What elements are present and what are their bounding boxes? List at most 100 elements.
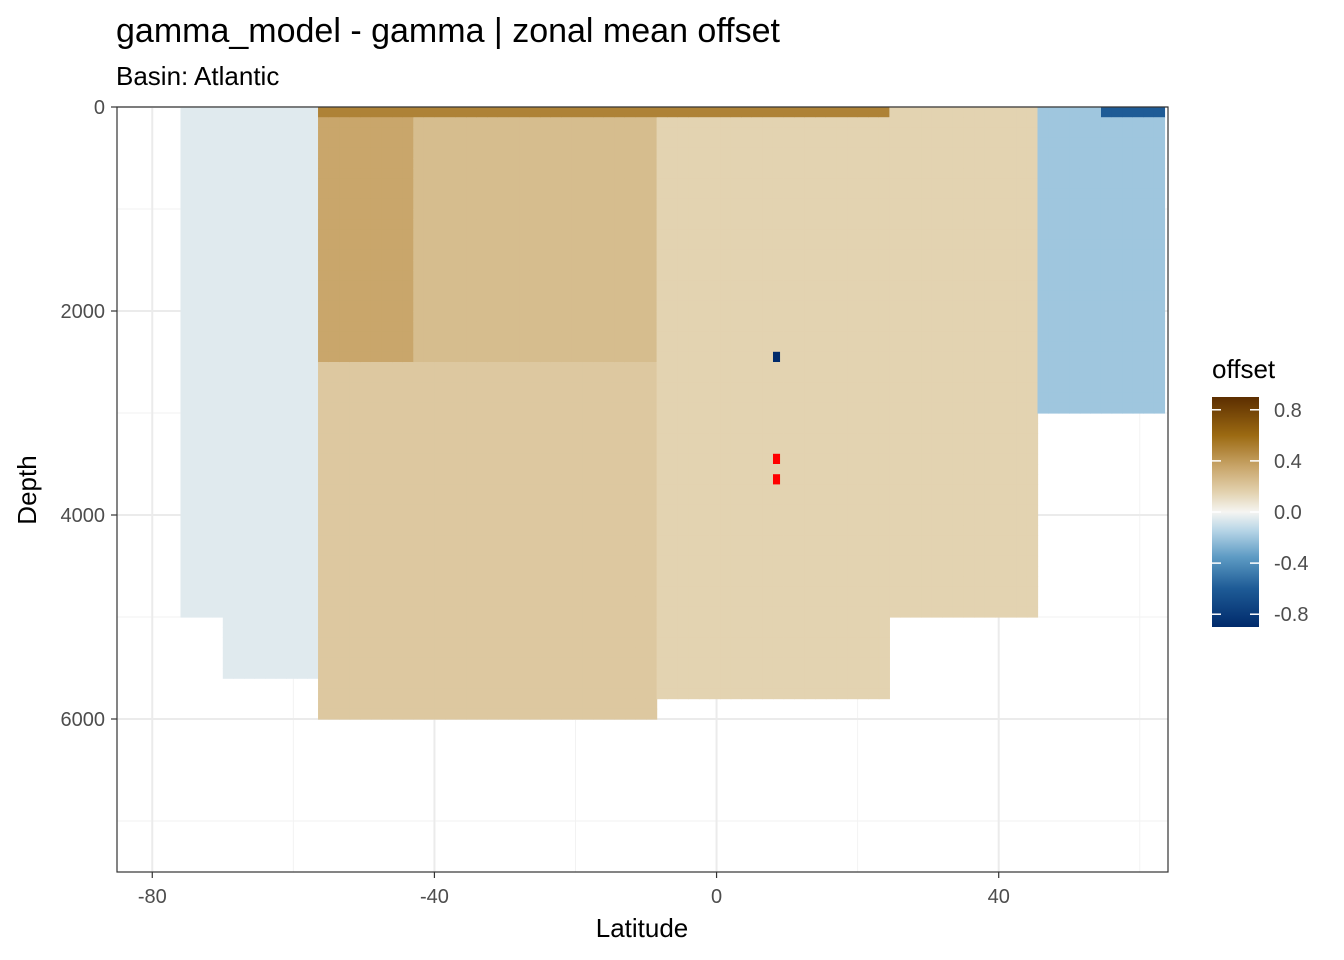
heat-cell	[1037, 260, 1049, 271]
heat-cell	[286, 362, 298, 373]
heat-cell	[868, 606, 880, 618]
heat-cell	[1090, 321, 1102, 332]
heat-cell	[889, 280, 901, 292]
heat-cell	[265, 433, 277, 445]
heat-cell	[1048, 311, 1060, 322]
heat-cell	[635, 311, 647, 322]
heat-cell	[593, 474, 605, 485]
heat-cell	[656, 494, 668, 506]
heat-cell	[921, 188, 933, 200]
heat-cell	[540, 168, 552, 179]
heat-cell	[593, 249, 605, 261]
heat-cell	[265, 494, 277, 506]
heat-cell	[963, 576, 975, 587]
heat-cell	[222, 453, 234, 465]
heat-cell	[677, 555, 689, 567]
heat-cell	[942, 198, 954, 210]
heat-cell	[984, 178, 996, 190]
heat-cell	[1005, 392, 1017, 404]
heat-cell	[995, 494, 1007, 506]
heat-cell	[571, 249, 584, 261]
heat-cell	[254, 188, 266, 200]
heat-cell	[1016, 515, 1028, 526]
heat-cell	[519, 494, 531, 506]
heat-cell	[233, 147, 245, 159]
heat-cell	[836, 545, 848, 557]
heat-cell	[646, 423, 658, 434]
heat-cell	[868, 515, 880, 526]
heat-cell	[794, 107, 806, 118]
heat-cell	[286, 443, 298, 455]
heat-cell	[751, 280, 764, 292]
heat-cell	[783, 280, 795, 292]
heat-cell	[836, 239, 848, 251]
heat-cell	[360, 453, 372, 465]
heat-cell	[529, 474, 541, 485]
heat-cell	[508, 362, 520, 373]
heat-cell	[561, 382, 573, 394]
heat-cell	[434, 229, 446, 241]
heat-cell	[402, 147, 414, 159]
heat-cell	[878, 270, 890, 281]
heat-cell	[593, 678, 605, 689]
heat-cell	[952, 606, 965, 618]
heat-cell	[1058, 198, 1070, 210]
heat-cell	[942, 331, 954, 343]
heat-cell	[931, 484, 943, 496]
heat-cell	[804, 688, 816, 700]
heat-cell	[995, 555, 1007, 567]
heat-cell	[772, 311, 785, 322]
heat-cell	[413, 566, 425, 577]
heat-cell	[688, 331, 700, 343]
heat-cell	[635, 300, 647, 312]
heat-cell	[942, 270, 954, 281]
heat-cell	[741, 443, 753, 455]
heat-cell	[455, 433, 467, 445]
heat-cell	[402, 423, 414, 434]
heat-cell	[392, 576, 404, 587]
heat-cell	[476, 668, 488, 679]
heat-cell	[635, 617, 647, 628]
heat-cell	[571, 545, 584, 557]
heat-cell	[561, 249, 573, 261]
heat-cell	[857, 596, 869, 608]
heat-cell	[984, 290, 996, 302]
heat-cell	[1016, 402, 1028, 414]
heat-cell	[360, 351, 372, 363]
heat-cell	[275, 311, 287, 322]
heat-cell	[360, 178, 372, 190]
heat-cell	[899, 239, 912, 251]
heat-cell	[857, 688, 869, 700]
heat-cell	[593, 453, 605, 465]
heat-cell	[857, 484, 869, 496]
heat-cell	[180, 280, 192, 292]
heat-cell	[1132, 382, 1144, 394]
heat-cell	[381, 586, 393, 598]
heat-cell	[762, 270, 774, 281]
heat-cell	[974, 443, 986, 455]
heat-cell	[180, 494, 192, 506]
heat-cell	[1005, 341, 1017, 353]
heat-cell	[730, 464, 742, 475]
heat-cell	[349, 678, 361, 689]
heat-cell	[243, 555, 256, 567]
heat-cell	[836, 525, 848, 536]
heat-cell	[603, 504, 615, 516]
heat-cell	[413, 515, 425, 526]
heat-cell	[783, 321, 795, 332]
heat-cell	[370, 596, 383, 608]
heat-cell	[571, 270, 584, 281]
heat-cell	[455, 158, 467, 169]
heat-cell	[1026, 392, 1039, 404]
heat-cell	[1005, 300, 1017, 312]
heat-cell	[1143, 402, 1155, 414]
heat-cell	[275, 107, 287, 118]
heat-cell	[857, 402, 869, 414]
heat-cell	[296, 494, 309, 506]
heat-cell	[614, 351, 626, 363]
heat-cell	[667, 464, 679, 475]
heat-cell	[455, 382, 467, 394]
heat-cell	[392, 249, 404, 261]
heat-cell	[635, 525, 647, 536]
heat-cell	[1037, 229, 1049, 241]
